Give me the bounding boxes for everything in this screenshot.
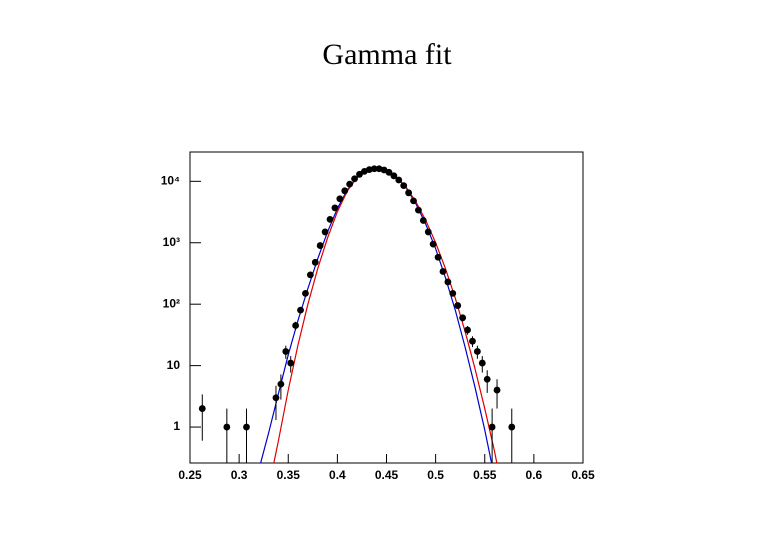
data-point (311, 258, 319, 266)
chart-title: Gamma fit (322, 38, 452, 71)
data-point (277, 380, 285, 388)
x-tick-label: 0.45 (375, 468, 399, 482)
data-point (272, 394, 280, 402)
x-tick-label: 0.55 (473, 468, 497, 482)
data-point (292, 322, 300, 329)
x-tick-label: 0.5 (427, 468, 444, 482)
data-point (198, 405, 206, 412)
data-point (464, 326, 471, 334)
data-point (326, 215, 334, 223)
plot-frame (189, 151, 584, 464)
plot-area (198, 165, 516, 463)
fit-curve (273, 167, 498, 463)
x-tick-label: 0.4 (329, 468, 346, 482)
data-point (459, 314, 467, 322)
data-point (302, 289, 309, 297)
x-tick-label: 0.6 (526, 468, 543, 482)
y-tick-label: 10 (167, 358, 181, 372)
data-point (493, 386, 501, 394)
data-point (316, 242, 324, 249)
data-point (336, 195, 344, 203)
data-point (356, 170, 363, 178)
data-point (483, 375, 491, 383)
data-point (429, 240, 437, 248)
data-point (439, 268, 447, 275)
data-point (287, 359, 295, 367)
data-point (419, 217, 427, 224)
data-point (449, 289, 457, 297)
data-point (282, 348, 290, 355)
data-point (385, 168, 393, 176)
data-point (444, 278, 452, 286)
x-tick-label: 0.35 (277, 468, 301, 482)
data-point (469, 337, 476, 345)
data-point (410, 197, 417, 205)
data-point (351, 175, 358, 183)
data-point (478, 359, 486, 367)
data-point (434, 253, 442, 261)
data-point (331, 204, 339, 212)
data-point (341, 187, 349, 195)
x-tick-label: 0.65 (571, 468, 595, 482)
y-tick-label: 1 (173, 419, 180, 433)
data-point (346, 180, 354, 188)
data-point (454, 302, 462, 309)
data-point (400, 182, 408, 190)
data-point (415, 206, 422, 214)
data-point (473, 348, 481, 355)
data-point (370, 165, 378, 173)
y-tick-label: 10⁴ (161, 173, 180, 187)
x-tick-label: 0.25 (178, 468, 202, 482)
data-point (306, 271, 314, 279)
data-point (405, 189, 413, 197)
data-point (395, 176, 403, 184)
data-point (223, 423, 231, 431)
data-point (321, 228, 329, 236)
data-point (508, 423, 516, 431)
x-tick-label: 0.3 (231, 468, 248, 482)
data-point (424, 228, 432, 236)
y-tick-label: 10² (163, 296, 180, 310)
data-point (243, 423, 250, 431)
data-point (297, 306, 304, 314)
data-point (488, 423, 496, 431)
y-tick-label: 10³ (163, 235, 180, 249)
data-point (390, 172, 398, 180)
